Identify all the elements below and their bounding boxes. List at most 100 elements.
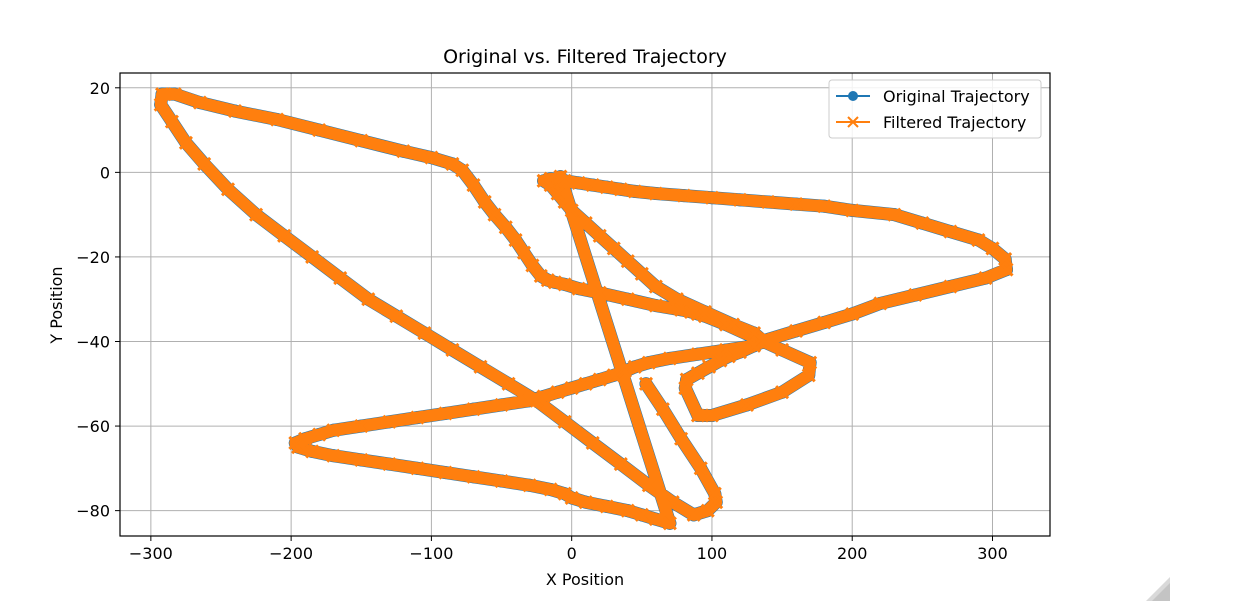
filtered-point — [536, 389, 551, 404]
filtered-point — [606, 241, 621, 256]
plot-frame — [119, 72, 1051, 537]
filtered-point — [669, 292, 684, 307]
resize-grip-icon[interactable] — [1146, 577, 1170, 601]
filtered-point — [445, 342, 460, 358]
filtered-point — [592, 228, 607, 243]
filtered-point — [578, 495, 593, 510]
filtered-point — [178, 135, 193, 150]
filtered-point — [382, 457, 397, 472]
filtered-point — [725, 317, 741, 332]
filtered-point — [501, 376, 516, 391]
filtered-point — [585, 435, 600, 451]
filtered-point — [690, 408, 705, 423]
x-tick-label: −300 — [129, 544, 173, 563]
filtered-point — [641, 355, 656, 370]
filtered-point — [971, 232, 986, 248]
x-tick-label: 100 — [697, 544, 728, 563]
filtered-point — [487, 207, 502, 222]
filtered-point — [533, 268, 548, 284]
filtered-point — [606, 368, 621, 383]
filtered-point — [686, 507, 701, 522]
filtered-point — [326, 448, 341, 463]
filtered-point — [845, 306, 860, 322]
filtered-point — [760, 194, 776, 210]
x-tick-label: 200 — [837, 544, 868, 563]
filtered-point — [662, 516, 677, 531]
filtered-point — [312, 123, 327, 138]
filtered-point — [908, 287, 923, 303]
filtered-point — [693, 461, 708, 476]
filtered-point — [543, 482, 558, 497]
y-tick-label: 20 — [90, 79, 110, 98]
filtered-point — [550, 385, 565, 400]
filtered-point — [943, 279, 958, 294]
filtered-point — [887, 207, 902, 222]
filtered-point — [466, 402, 481, 417]
filtered-point — [638, 376, 654, 391]
filtered-point — [978, 271, 993, 286]
filtered-point — [564, 380, 579, 396]
filtered-point — [361, 292, 376, 307]
legend-label-filtered: Filtered Trajectory — [883, 113, 1026, 132]
filtered-point — [641, 478, 656, 493]
filtered-point — [389, 309, 404, 324]
filtered-point — [789, 323, 804, 338]
filtered-point — [522, 393, 537, 408]
filtered-point — [634, 507, 649, 522]
filtered-point — [571, 175, 586, 190]
legend-box — [828, 79, 1042, 139]
filtered-point — [516, 245, 532, 260]
filtered-point — [775, 342, 790, 358]
filtered-point — [578, 376, 593, 391]
filtered-point — [943, 224, 958, 239]
filtered-point — [599, 499, 614, 514]
filtered-point — [713, 353, 728, 368]
filtered-point — [801, 368, 816, 383]
filtered-point — [697, 309, 712, 324]
legend-label-original: Original Trajectory — [883, 87, 1030, 106]
filtered-point — [354, 133, 369, 148]
plot-area — [153, 87, 1014, 531]
filtered-point — [617, 364, 633, 379]
filtered-point — [410, 410, 425, 425]
filtered-point — [396, 144, 411, 159]
filtered-point — [599, 180, 614, 195]
y-tick-label: 0 — [100, 163, 110, 182]
filtered-point — [227, 103, 243, 119]
filtered-point — [704, 190, 720, 205]
filtered-point — [438, 465, 453, 480]
filtered-point — [704, 408, 720, 423]
filtered-point — [592, 285, 607, 300]
filtered-point — [648, 279, 663, 294]
y-tick-label: −20 — [76, 248, 110, 267]
filtered-point — [756, 334, 771, 349]
filtered-point — [522, 478, 537, 493]
filtered-point — [585, 177, 600, 193]
legend-marker-original — [848, 91, 858, 101]
filtered-point — [312, 427, 327, 442]
filtered-point — [674, 431, 689, 446]
x-tick-label: −100 — [409, 544, 453, 563]
filtered-point — [718, 342, 734, 358]
filtered-point — [690, 366, 705, 381]
filtered-point — [557, 277, 572, 292]
filtered-point — [410, 461, 425, 476]
filtered-point — [817, 199, 832, 214]
filtered-point — [627, 359, 642, 374]
filtered-point — [508, 232, 523, 248]
filtered-point — [648, 298, 663, 313]
legend-marker-filtered — [847, 116, 859, 128]
filtered-point — [382, 414, 397, 429]
filtered-point — [732, 345, 748, 360]
filtered-point — [679, 372, 694, 387]
filtered-point — [915, 216, 930, 231]
filtered-point — [305, 444, 320, 459]
filtered-point — [564, 490, 579, 506]
filtered-point — [817, 315, 832, 330]
filtered-point — [620, 503, 635, 518]
filtered-point — [578, 216, 593, 231]
filtered-point — [613, 182, 628, 197]
filtered-point — [424, 150, 439, 165]
